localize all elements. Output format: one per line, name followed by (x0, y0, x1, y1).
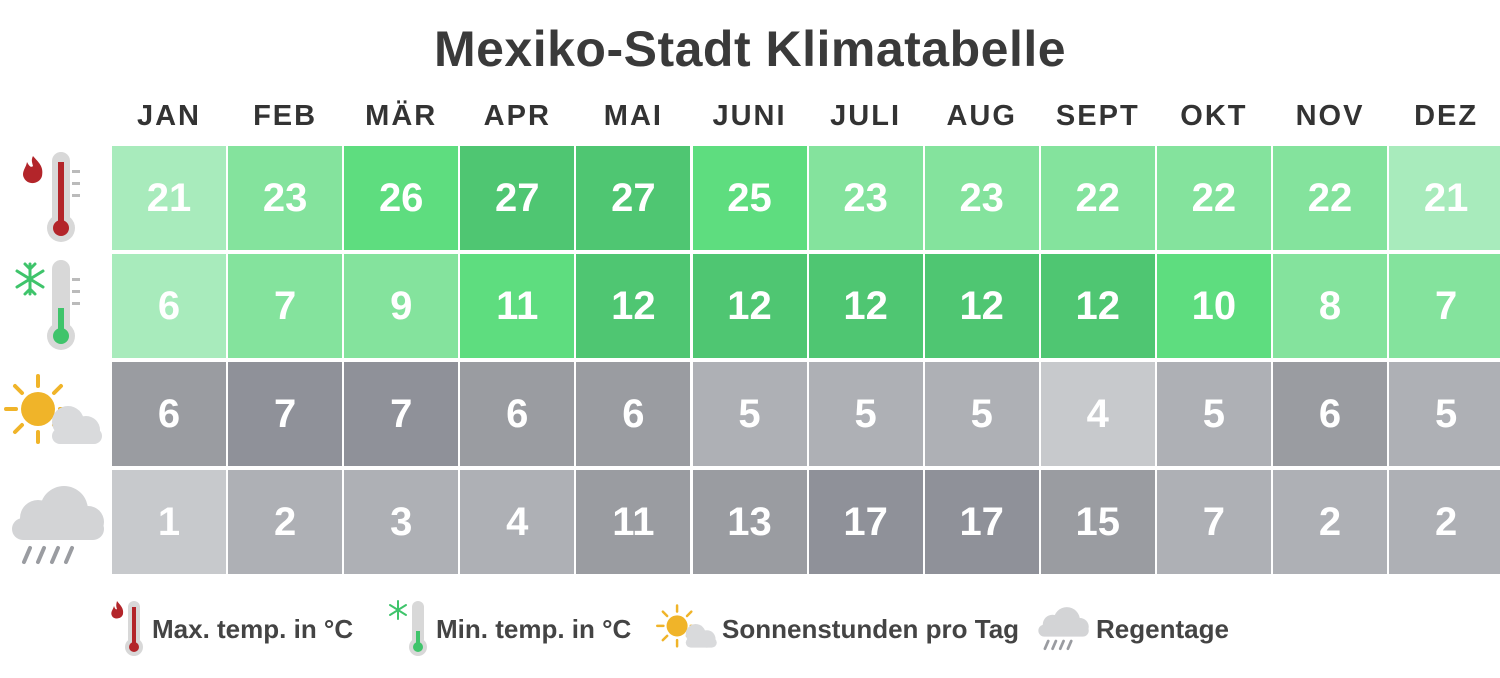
month-label: DEZ (1414, 100, 1479, 132)
table-cell: 6 (112, 254, 226, 358)
month-label: OKT (1180, 100, 1248, 132)
table-cell: 12 (576, 254, 691, 358)
min-temp-thermometer-icon (389, 600, 427, 656)
table-cell: 6 (576, 362, 691, 466)
legend-item-min-temp: Min. temp. in °C (388, 596, 631, 662)
table-cell: 12 (808, 254, 923, 358)
month-label: MÄR (365, 100, 438, 132)
table-cell: 5 (924, 362, 1039, 466)
table-cell: 13 (692, 470, 807, 574)
month-label: SEPT (1055, 100, 1140, 132)
table-cell: 6 (460, 362, 575, 466)
table-cell: 10 (1156, 254, 1271, 358)
table-cell: 27 (576, 146, 691, 250)
legend-item-rain-days: Regentage (1036, 596, 1229, 662)
month-label: JULI (830, 100, 902, 132)
chart-title: Mexiko-Stadt Klimatabelle (433, 21, 1067, 77)
table-cell: 1 (112, 470, 226, 574)
table-cell: 2 (228, 470, 343, 574)
table-cell: 22 (1040, 146, 1155, 250)
table-cell: 22 (1156, 146, 1271, 250)
table-cell: 4 (1040, 362, 1155, 466)
max-temp-thermometer-icon (23, 152, 80, 242)
table-cell: 5 (692, 362, 807, 466)
month-label: JAN (136, 100, 201, 132)
table-cell: 17 (924, 470, 1039, 574)
max-temp-thermometer-icon (111, 601, 143, 656)
table-cell: 3 (344, 470, 459, 574)
month-label: JUNI (712, 100, 787, 132)
table-cell: 23 (808, 146, 923, 250)
legend-item-max-temp: Max. temp. in °C (108, 596, 353, 662)
table-cell: 6 (112, 362, 226, 466)
sun-cloud-icon (656, 604, 717, 648)
legend-item-sunshine: Sonnenstunden pro Tag (656, 596, 1019, 662)
table-cell: 11 (576, 470, 691, 574)
table-cell: 8 (1273, 254, 1387, 358)
table-cell: 6 (1273, 362, 1387, 466)
table-cell: 9 (344, 254, 459, 358)
table-cell: 17 (808, 470, 923, 574)
table-cell: 25 (692, 146, 807, 250)
table-cell: 15 (1040, 470, 1155, 574)
table-cell: 26 (344, 146, 459, 250)
table-cell: 7 (228, 254, 343, 358)
table-cell: 27 (460, 146, 575, 250)
table-cell: 12 (1040, 254, 1155, 358)
table-cell: 7 (1156, 470, 1271, 574)
month-label: FEB (253, 100, 318, 132)
table-cell: 2 (1389, 470, 1500, 574)
table-cell: 5 (1389, 362, 1500, 466)
month-label: AUG (946, 100, 1017, 132)
table-cell: 7 (1389, 254, 1500, 358)
legend-label: Sonnenstunden pro Tag (722, 613, 1020, 644)
table-cell: 7 (344, 362, 459, 466)
month-label: NOV (1295, 100, 1365, 132)
table-cell: 21 (112, 146, 226, 250)
table-cell: 21 (1389, 146, 1500, 250)
table-cell: 11 (460, 254, 575, 358)
legend-label: Regentage (1096, 613, 1229, 644)
table-cell: 5 (808, 362, 923, 466)
table-cell: 12 (692, 254, 807, 358)
table-cell: 2 (1273, 470, 1387, 574)
sun-cloud-icon (4, 374, 102, 444)
month-label: MAI (603, 100, 663, 132)
legend-label: Min. temp. in °C (436, 613, 632, 644)
legend-label: Max. temp. in °C (152, 613, 354, 644)
table-cell: 4 (460, 470, 575, 574)
month-label: APR (483, 100, 551, 132)
table-cell: 23 (924, 146, 1039, 250)
rain-cloud-icon (12, 486, 104, 564)
table-cell: 12 (924, 254, 1039, 358)
rain-cloud-icon (1038, 607, 1089, 651)
table-cell: 22 (1273, 146, 1387, 250)
table-cell: 7 (228, 362, 343, 466)
table-cell: 23 (228, 146, 343, 250)
min-temp-thermometer-icon (15, 260, 80, 350)
legend: Max. temp. in °C Min. temp. in °C (0, 596, 1500, 666)
month-header-row: JAN FEB MÄR APR MAI JUNI JULI AUG SEPT OKT NOV DEZ (0, 100, 1500, 140)
table-cell: 5 (1156, 362, 1271, 466)
